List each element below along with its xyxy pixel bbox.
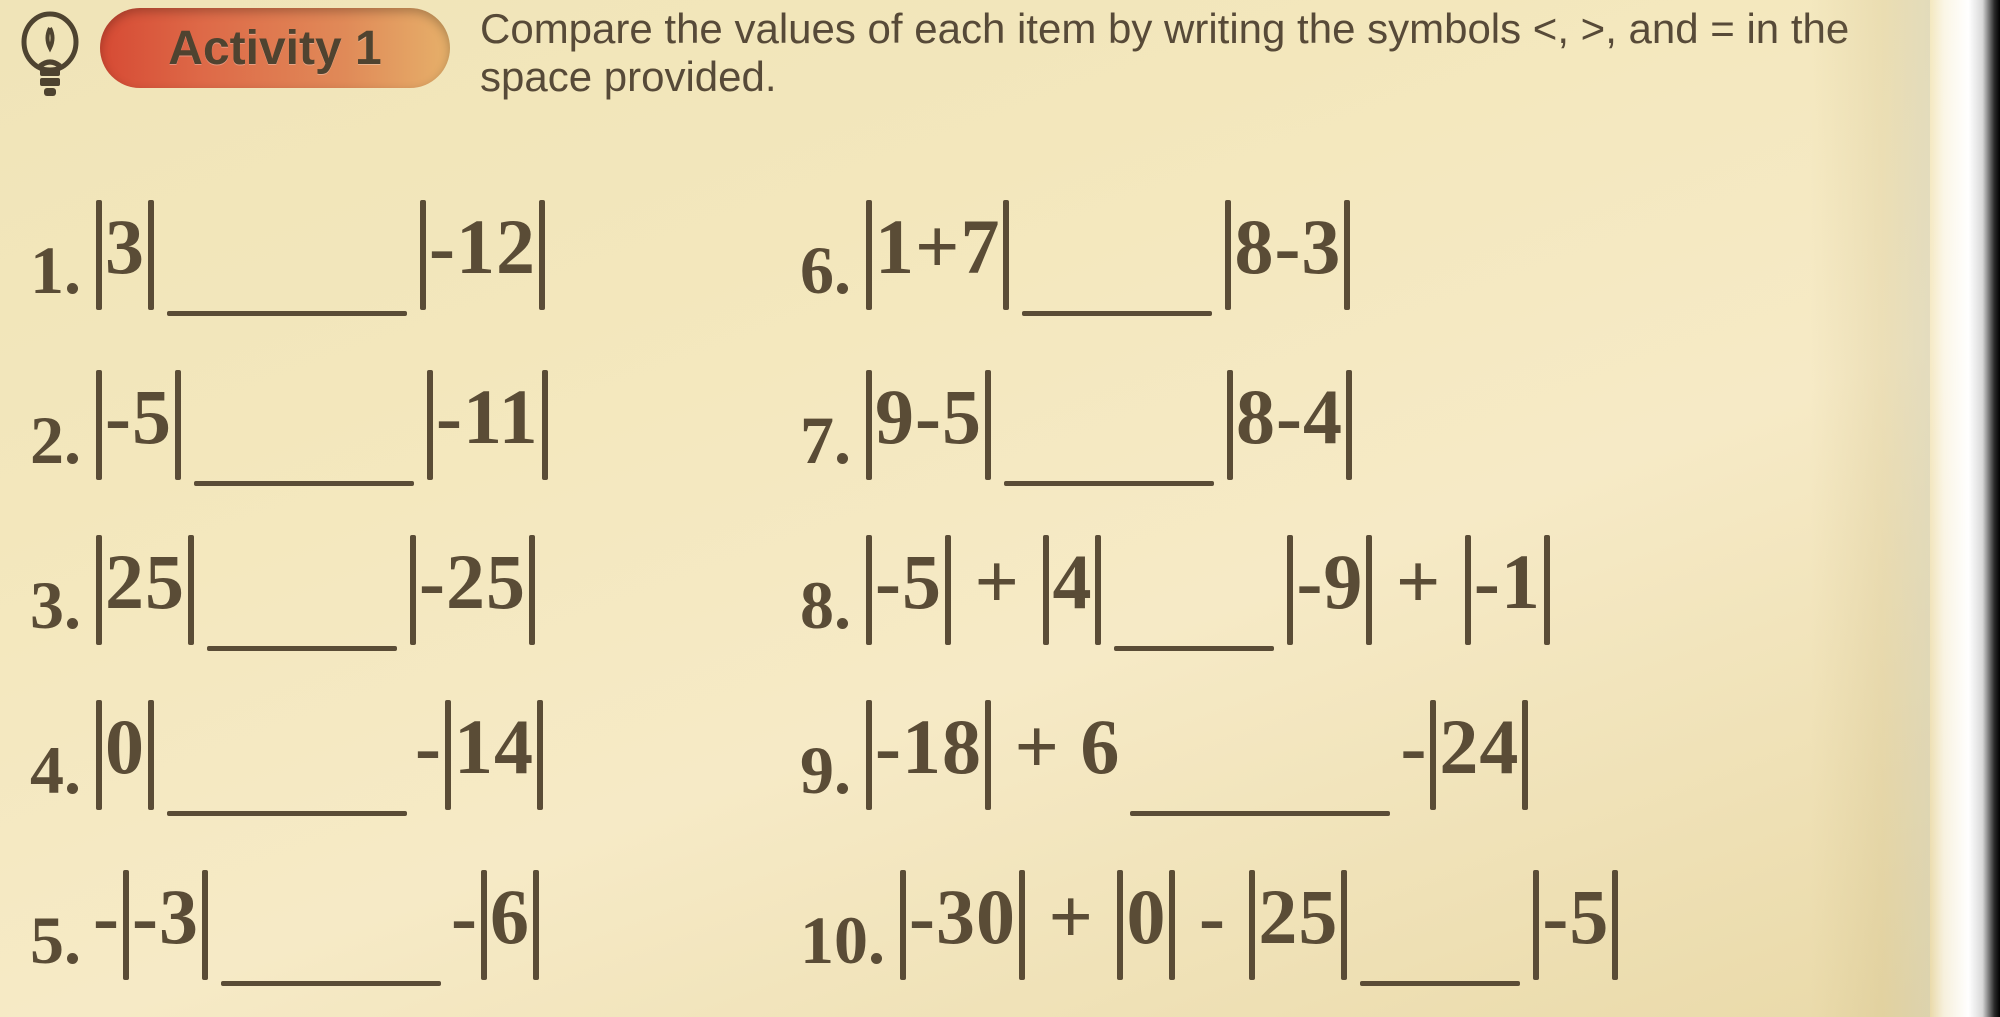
- answer-blank[interactable]: [1130, 811, 1390, 816]
- answer-blank[interactable]: [1360, 981, 1520, 986]
- problem-row: 7. 9-5 8-4: [800, 370, 1355, 480]
- problem-number: 7.: [800, 401, 851, 480]
- problem-left-expr: -5 + 4: [863, 535, 1104, 645]
- problem-row: 5. --3 -6: [30, 870, 542, 980]
- problem-right-expr: 8-4: [1224, 370, 1355, 480]
- answer-blank[interactable]: [194, 481, 414, 486]
- problem-number: 3.: [30, 566, 81, 645]
- problems-area: 1. 3 -12 2. -5 -11 3. 25: [30, 160, 1900, 1000]
- problem-left-expr: -5: [93, 370, 184, 480]
- problem-number: 8.: [800, 566, 851, 645]
- problem-number: 4.: [30, 731, 81, 810]
- problem-row: 2. -5 -11: [30, 370, 551, 480]
- problem-right-expr: -24: [1400, 700, 1531, 810]
- problem-right-expr: -12: [417, 200, 548, 310]
- problem-left-expr: -18 + 6: [863, 700, 1120, 810]
- problem-right-expr: -14: [417, 700, 546, 810]
- problem-row: 8. -5 + 4 -9 + -1: [800, 535, 1553, 645]
- lightbulb-icon: [10, 8, 90, 98]
- problem-right-expr: -6: [451, 870, 542, 980]
- answer-blank[interactable]: [167, 311, 407, 316]
- problem-number: 10.: [800, 901, 885, 980]
- answer-blank[interactable]: [1004, 481, 1214, 486]
- problem-left-expr: --3: [93, 870, 211, 980]
- problem-row: 6. 1+7 8-3: [800, 200, 1353, 310]
- problem-left-expr: 9-5: [863, 370, 994, 480]
- problem-right-expr: -9 + -1: [1284, 535, 1552, 645]
- problem-row: 4. 0 -14: [30, 700, 546, 810]
- answer-blank[interactable]: [207, 646, 397, 651]
- problem-right-expr: -25: [407, 535, 538, 645]
- answer-blank[interactable]: [1114, 646, 1274, 651]
- problem-left-expr: 25: [93, 535, 197, 645]
- problem-number: 2.: [30, 401, 81, 480]
- worksheet-page: Activity 1 Compare the values of each it…: [0, 0, 2000, 1017]
- answer-blank[interactable]: [167, 811, 407, 816]
- answer-blank[interactable]: [221, 981, 441, 986]
- problem-number: 5.: [30, 901, 81, 980]
- problem-right-expr: -11: [424, 370, 551, 480]
- problem-row: 9. -18 + 6 -24: [800, 700, 1531, 810]
- activity-badge: Activity 1: [100, 8, 450, 88]
- problem-right-expr: -5: [1530, 870, 1621, 980]
- problem-row: 1. 3 -12: [30, 200, 548, 310]
- problem-row: 3. 25 -25: [30, 535, 538, 645]
- problem-number: 6.: [800, 231, 851, 310]
- problem-number: 9.: [800, 731, 851, 810]
- problem-left-expr: -30 + 0 - 25: [897, 870, 1350, 980]
- page-right-edge: [1930, 0, 2000, 1017]
- instruction-text: Compare the values of each item by writi…: [480, 5, 1900, 102]
- problem-left-expr: 0: [93, 700, 157, 810]
- problem-left-expr: 1+7: [863, 200, 1012, 310]
- problem-row: 10. -30 + 0 - 25 -5: [800, 870, 1621, 980]
- activity-label: Activity 1: [168, 21, 381, 76]
- answer-blank[interactable]: [1022, 311, 1212, 316]
- problem-right-expr: 8-3: [1222, 200, 1353, 310]
- problem-number: 1.: [30, 231, 81, 310]
- problem-left-expr: 3: [93, 200, 157, 310]
